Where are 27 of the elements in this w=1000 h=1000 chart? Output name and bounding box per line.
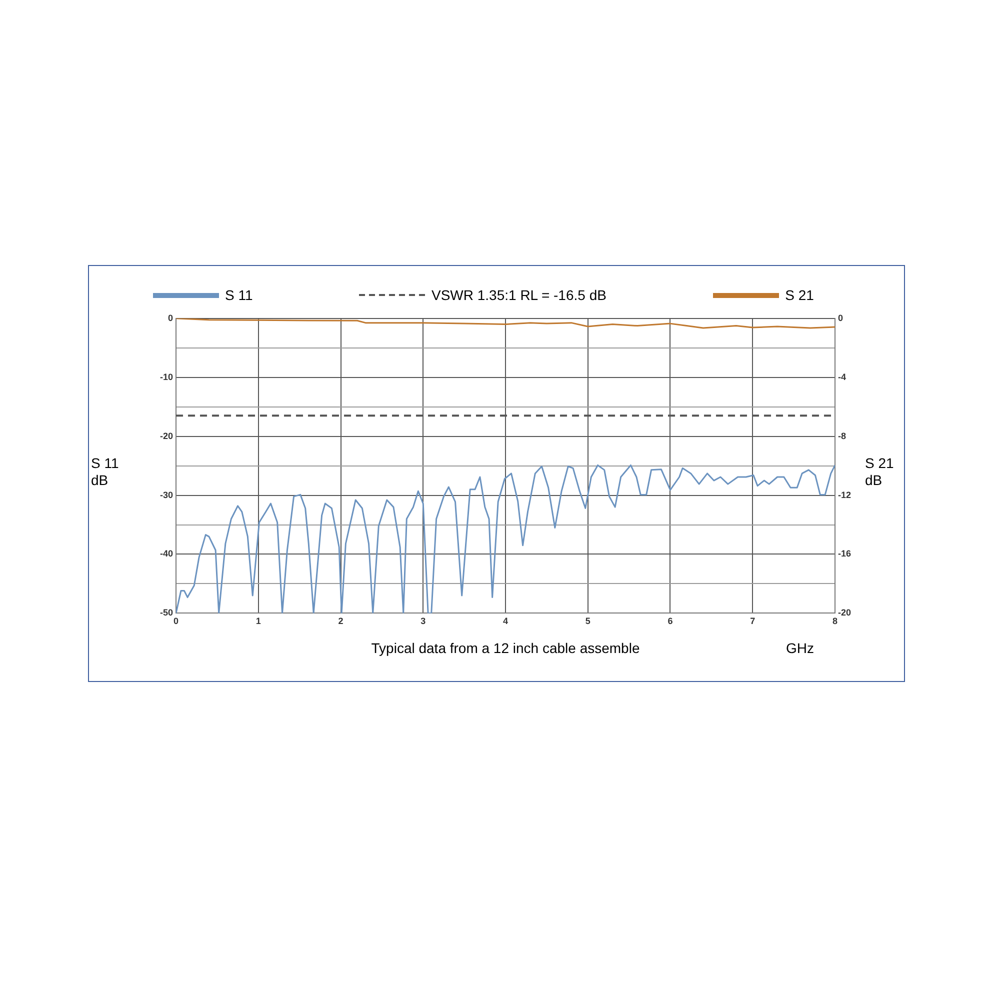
y-tick-label: -50 (160, 608, 174, 618)
y-tick-label: -20 (160, 430, 174, 441)
y2-tick-label: -16 (838, 548, 852, 559)
y2-axis-title: S 21 dB (864, 454, 894, 488)
text: Typical data from a 12 inch cable assemble (371, 640, 640, 656)
legend-label: S 21 (785, 287, 814, 303)
legend-label: S 11 (225, 287, 253, 303)
x-tick-label: 2 (338, 616, 344, 626)
x-tick-label: 4 (502, 616, 508, 626)
y-tick-label: -40 (160, 548, 174, 559)
y2-tick-label: 0 (838, 312, 844, 323)
y2-tick-label: -20 (838, 608, 852, 618)
y2-tick-label: -12 (838, 490, 852, 500)
y2-tick-label: -8 (838, 430, 846, 441)
x-tick-label: 1 (256, 616, 261, 626)
x-tick-label: 5 (585, 616, 590, 626)
y-tick-label: 0 (168, 312, 174, 323)
x-axis-title: GHz (786, 640, 814, 656)
x-tick-label: 6 (668, 616, 673, 626)
y-tick-label: -10 (160, 372, 174, 382)
x-tick-label: 8 (832, 616, 838, 626)
y2-tick-label: -4 (838, 372, 846, 382)
legend-label: VSWR 1.35:1 RL = -16.5 dB (431, 287, 606, 303)
y-tick-label: -30 (160, 490, 174, 500)
y-axis-title: S 11 dB (91, 454, 119, 488)
x-tick-label: 3 (420, 616, 426, 626)
x-tick-label: 7 (750, 616, 756, 626)
